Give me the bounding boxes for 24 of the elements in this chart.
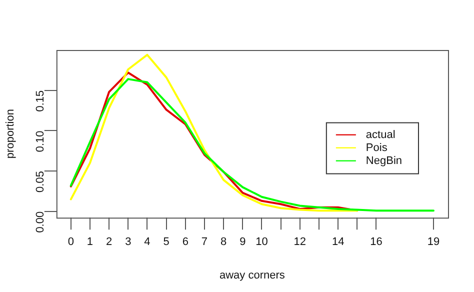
x-tick-label: 2 — [106, 236, 112, 248]
x-tick-label: 3 — [125, 236, 132, 248]
x-axis-title: away corners — [219, 269, 286, 282]
y-tick-label: 0.15 — [34, 90, 46, 112]
x-tick-label: 19 — [427, 236, 440, 248]
x-tick-label: 1 — [86, 236, 94, 248]
y-tick-label: 0.10 — [34, 130, 46, 152]
y-tick-label: 0.00 — [34, 211, 46, 233]
legend-label: Pois — [366, 142, 388, 154]
x-tick-label: 10 — [256, 236, 268, 248]
legend-label: NegBin — [366, 154, 402, 167]
x-tick-label: 8 — [220, 236, 227, 248]
x-tick-label: 7 — [201, 236, 208, 248]
x-tick-label: 0 — [68, 236, 74, 248]
y-axis-title: proportion — [4, 109, 17, 159]
y-tick-label: 0.05 — [34, 171, 46, 192]
legend-label: actual — [366, 128, 396, 141]
x-tick-label: 4 — [144, 236, 150, 248]
x-tick-label: 12 — [294, 236, 306, 248]
x-tick-label: 5 — [163, 236, 170, 248]
x-tick-label: 9 — [240, 236, 246, 248]
x-tick-label: 14 — [332, 236, 344, 248]
x-tick-label: 16 — [370, 236, 382, 248]
x-tick-label: 6 — [182, 236, 188, 248]
